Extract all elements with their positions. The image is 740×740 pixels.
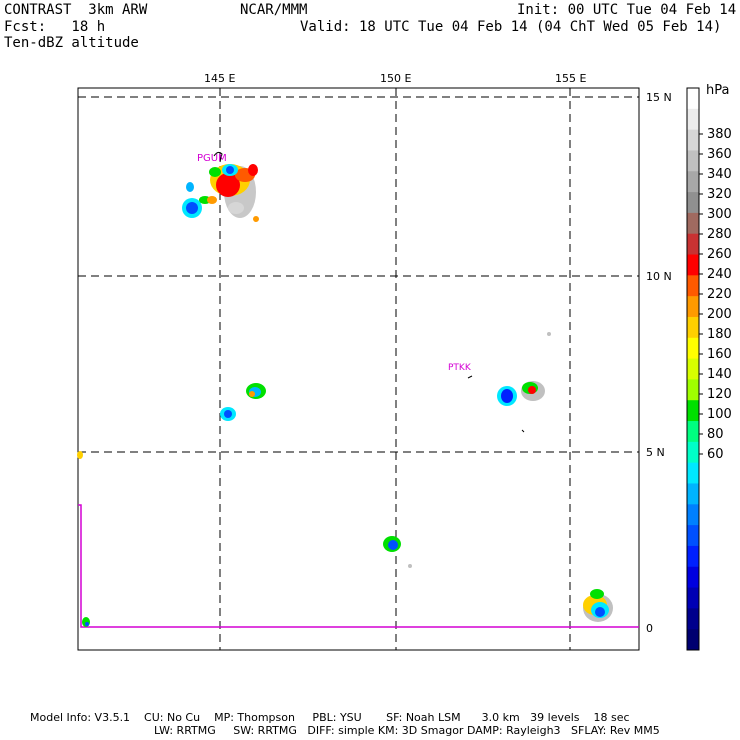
lat-label-5n: 5 N [646, 446, 665, 459]
colorbar-swatch [687, 129, 699, 151]
colorbar-level-label: 60 [707, 447, 724, 462]
colorbar-swatch [687, 566, 699, 589]
colorbar-level-label: 140 [707, 367, 732, 382]
colorbar-swatch [687, 192, 699, 214]
init-time: Init: 00 UTC Tue 04 Feb 14 [517, 2, 737, 18]
colorbar-level-label: 220 [707, 287, 732, 302]
forecast-hour: Fcst: 18 h [4, 19, 106, 35]
echo-cluster-chuuk [497, 381, 545, 406]
colorbar-level-label: 120 [707, 387, 732, 402]
colorbar-frame [686, 87, 700, 651]
echo-west-edge [77, 451, 90, 627]
colorbar-level-label: 340 [707, 167, 732, 182]
station-label-pgum: PGUM [197, 153, 227, 164]
lat-label-10n: 10 N [646, 270, 672, 283]
colorbar-swatch [687, 483, 699, 505]
lon-label-155: 155 E [555, 72, 587, 85]
colorbar-level-label: 200 [707, 307, 732, 322]
colorbar-swatch [687, 88, 699, 110]
model-info-line1: Model Info: V3.5.1 CU: No Cu MP: Thompso… [30, 711, 630, 724]
valid-time: Valid: 18 UTC Tue 04 Feb 14 (04 ChT Wed … [300, 19, 722, 35]
model-info-line2: LW: RRTMG SW: RRTMG DIFF: simple KM: 3D … [154, 724, 660, 737]
coastlines [213, 96, 525, 433]
colorbar-level-label: 240 [707, 267, 732, 282]
colorbar-swatch [687, 587, 699, 609]
colorbar-swatch [687, 525, 699, 547]
colorbar-level-label: 100 [707, 407, 732, 422]
domain-boundary [78, 504, 639, 628]
colorbar-level-label: 160 [707, 347, 732, 362]
colorbar-swatch [687, 400, 699, 422]
colorbar-swatch [687, 296, 699, 318]
colorbar-swatch [687, 358, 699, 380]
echo-cluster-marianas [182, 164, 259, 222]
lat-label-0: 0 [646, 622, 653, 635]
colorbar-swatch [687, 608, 699, 630]
colorbar-level-label: 380 [707, 127, 732, 142]
echo-cluster-central-west [220, 383, 266, 421]
map-frame [77, 87, 640, 651]
colorbar-swatch [687, 504, 699, 526]
echo-cluster-equatorial-central [383, 332, 551, 568]
colorbar-swatch [687, 171, 699, 193]
colorbar-swatch [687, 545, 699, 568]
colorbar-swatch [687, 212, 699, 235]
colorbar-level-label: 360 [707, 147, 732, 162]
station-label-ptkk: PTKK [448, 363, 472, 373]
lon-label-145: 145 E [204, 72, 236, 85]
colorbar-swatch [687, 108, 699, 131]
model-title: CONTRAST 3km ARW [4, 2, 148, 18]
colorbar-swatch [687, 462, 699, 484]
colorbar-swatch [687, 629, 699, 651]
lon-label-150: 150 E [380, 72, 412, 85]
field-name: Ten-dBZ altitude [4, 35, 139, 51]
colorbar-level-label: 180 [707, 327, 732, 342]
colorbar-swatch [687, 233, 699, 256]
colorbar-swatch [687, 379, 699, 401]
colorbar-unit: hPa [706, 83, 729, 98]
lat-label-15n: 15 N [646, 91, 672, 104]
colorbar-level-label: 280 [707, 227, 732, 242]
colorbar-swatch [687, 421, 699, 443]
colorbar-swatch [687, 254, 699, 276]
colorbar-swatch [687, 441, 699, 464]
colorbar-level-label: 320 [707, 187, 732, 202]
colorbar-swatch [687, 150, 699, 172]
echo-cluster-southeast [583, 589, 613, 622]
colorbar-level-label: 80 [707, 427, 724, 442]
source-label: NCAR/MMM [240, 2, 308, 18]
colorbar-swatch [687, 316, 699, 339]
colorbar-level-label: 260 [707, 247, 732, 262]
colorbar-swatch [687, 275, 699, 297]
colorbar: hPa 380 360 340 320 300 280 260 240 220 200 180 160… [686, 83, 732, 651]
colorbar-swatch [687, 337, 699, 360]
colorbar-level-label: 300 [707, 207, 732, 222]
